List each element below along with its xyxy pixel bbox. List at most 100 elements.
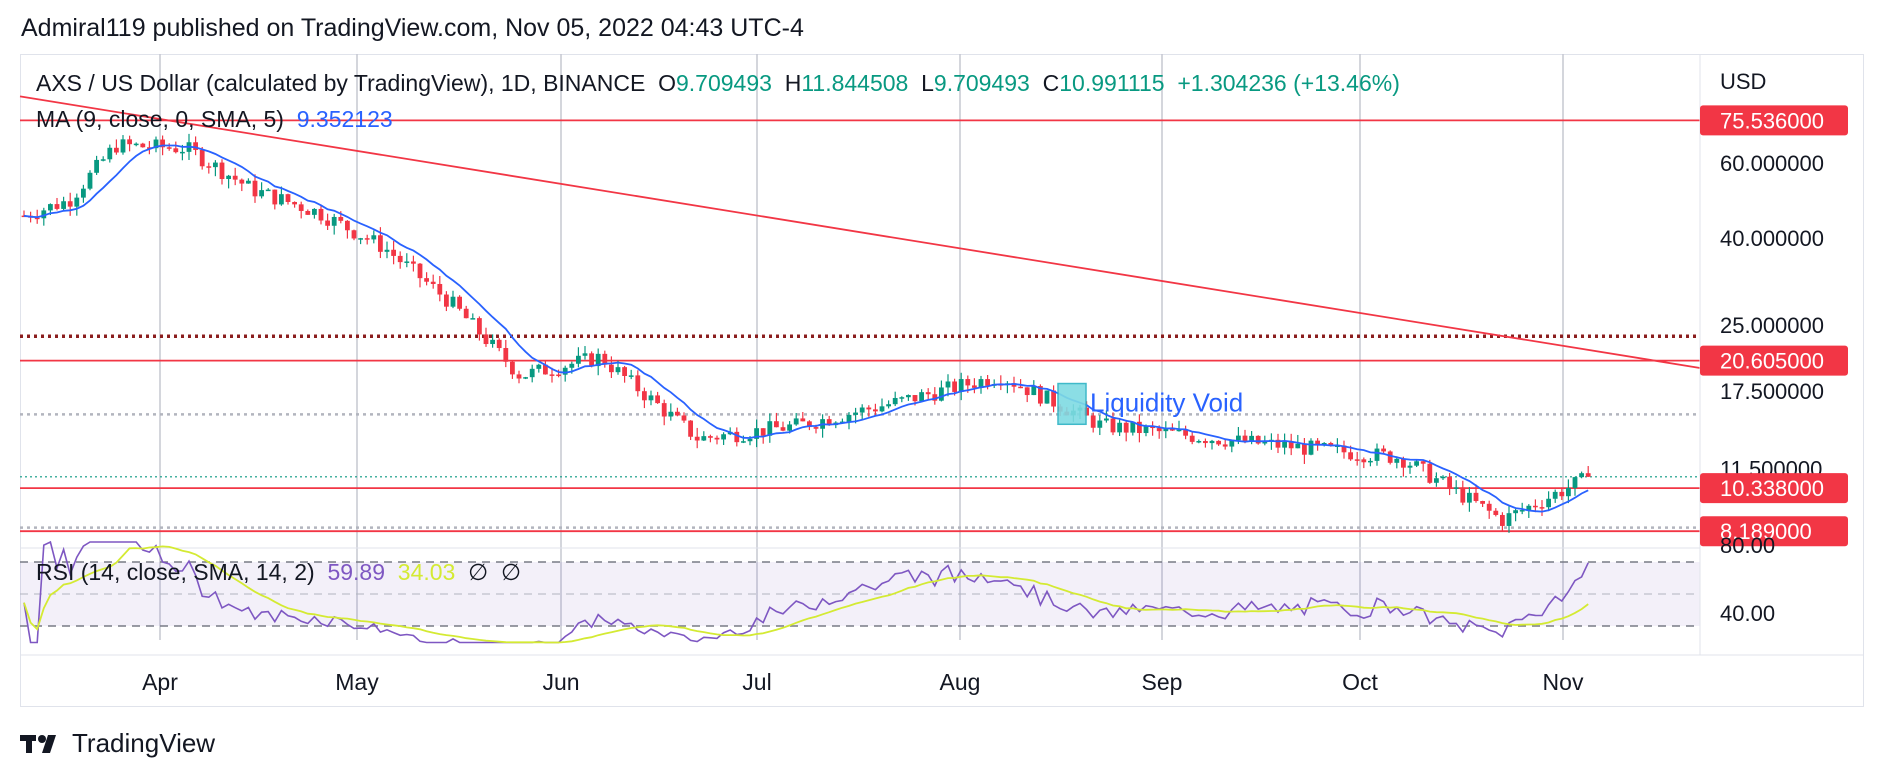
tradingview-logo-icon [20,734,56,753]
candle-body [1513,510,1518,514]
candle-body [945,381,951,388]
candle [437,276,443,302]
candles [21,133,1591,533]
candle-body [1493,510,1499,515]
candle-body [793,418,799,425]
candle [886,400,891,409]
candle [1585,466,1591,478]
x-tick-apr: Apr [142,669,178,695]
candle [1163,421,1169,439]
candle-body [741,441,746,443]
y-tick-label: 17.500000 [1720,379,1824,404]
candle-body [1236,435,1241,441]
candle-body [397,255,403,263]
candle [516,370,522,384]
candle [1453,480,1459,495]
trendline-down [19,95,1701,369]
candle [1189,432,1195,445]
candle-body [655,395,660,404]
candle [945,374,951,397]
ma-legend[interactable]: MA (9, close, 0, SMA, 5) 9.352123 [36,106,393,133]
candle [265,188,271,192]
candle [1493,508,1499,517]
candle [1374,443,1380,466]
candle [147,141,152,155]
candle [734,427,740,447]
candle [1401,456,1406,477]
candle-body [681,415,687,421]
empty-set-icon[interactable]: ∅ [468,559,489,585]
candle [1467,487,1472,512]
candle-body [760,428,766,436]
candle-body [437,283,443,295]
candle-body [463,308,469,319]
candle [523,376,528,380]
x-tick-jul: Jul [742,669,771,695]
ma-line [23,144,1589,513]
candle-body [1500,514,1505,526]
candle [866,405,872,417]
candle [668,403,674,421]
candle-body [1460,487,1466,503]
tradingview-brand[interactable]: TradingView [20,728,215,759]
candle-body [648,395,654,401]
ma-value: 9.352123 [296,106,393,132]
candle-body [925,392,931,395]
symbol-label[interactable]: AXS / US Dollar (calculated by TradingVi… [36,70,646,96]
candle-body [523,377,528,379]
candle-body [965,379,971,386]
candle [1368,458,1373,467]
rsi-sma-line [23,545,1589,644]
candle [213,160,218,177]
candle-body [74,197,80,207]
candle-body [325,220,330,226]
candle-body [318,208,324,221]
candle-body [1315,440,1320,445]
candle-body [160,139,165,148]
candle-body [272,189,278,205]
candle [688,420,693,441]
candle [774,412,779,428]
liquidity-void-label: Liquidity Void [1090,388,1243,418]
high-label: H [784,70,802,96]
candle-body [800,418,806,422]
candle-body [549,374,555,376]
candle-body [358,238,363,240]
candle [1473,484,1479,503]
candle-body [226,175,231,180]
candle-body [1097,420,1103,428]
candle [800,411,806,422]
candle-body [1216,440,1221,445]
candle-body [305,210,311,215]
candle-body [873,409,878,412]
candle-body [1414,461,1419,466]
candle-body [813,427,819,429]
candle [1137,414,1142,443]
candle-body [510,361,515,375]
candle [1117,419,1122,436]
empty-set-icon[interactable]: ∅ [500,559,522,585]
candle-body [246,180,251,184]
candle-body [417,263,423,279]
candle [74,193,80,216]
candle-body [1104,418,1109,421]
candle-body [371,235,377,240]
candle [305,209,311,215]
candle [576,347,581,368]
candle [1500,512,1505,532]
candle [166,143,172,151]
candle-body [54,204,60,209]
candle-body [279,194,284,205]
candle-body [351,230,357,239]
chart-frame[interactable] [20,54,1864,707]
rsi-pane [20,540,1700,644]
rsi-legend[interactable]: RSI (14, close, SMA, 14, 2) 59.89 34.03 … [36,559,521,586]
candle [919,389,924,402]
candle-body [1229,440,1235,447]
candle [153,136,159,153]
candle-body [153,139,159,149]
candle [714,435,720,445]
candle [285,193,291,205]
candle [780,421,786,432]
